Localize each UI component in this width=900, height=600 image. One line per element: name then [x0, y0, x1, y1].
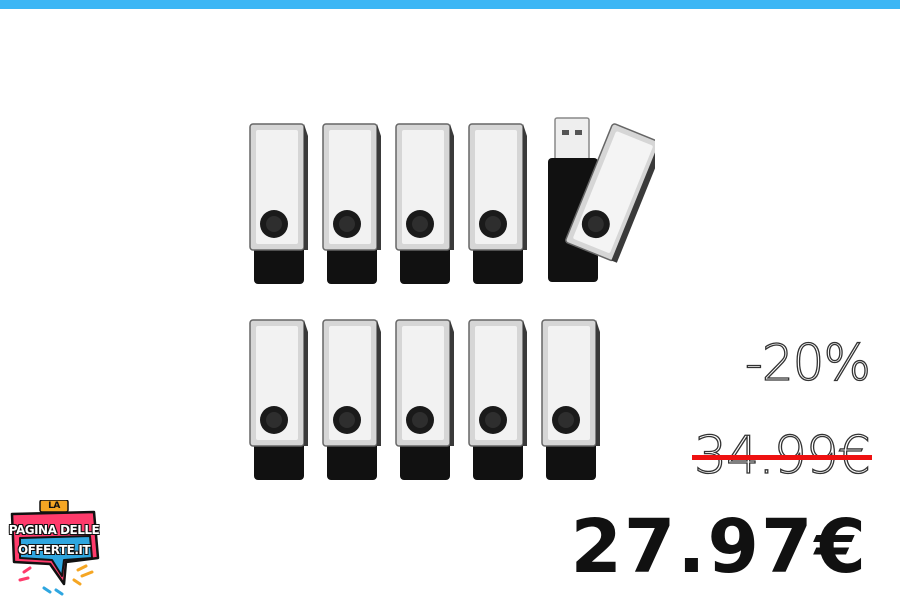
logo-top-text: LA	[48, 501, 60, 511]
product-image	[240, 110, 660, 490]
usb-drive-icon	[321, 314, 383, 480]
usb-drive-icon	[248, 314, 310, 480]
new-price: 27.97€	[570, 504, 868, 590]
logo-line1: PAGINA DELLE	[8, 523, 100, 537]
usb-drive-icon	[248, 118, 310, 284]
usb-drive-icon	[321, 118, 383, 284]
usb-drive-icon	[394, 314, 456, 480]
usb-drive-icon	[540, 314, 602, 480]
discount-badge: -20%	[744, 334, 871, 392]
usb-drive-icon	[467, 118, 529, 284]
logo-line2: OFFERTE.IT	[17, 543, 91, 557]
top-accent-bar	[0, 0, 900, 9]
old-price-container: 34.99€	[692, 429, 872, 488]
site-logo[interactable]: LA PAGINA DELLE OFFERTE.IT	[6, 499, 102, 596]
usb-drive-open-icon	[540, 110, 655, 285]
speech-bubble-logo-icon	[10, 499, 100, 596]
usb-drive-icon	[467, 314, 529, 480]
strikethrough-line	[692, 455, 872, 460]
usb-drive-icon	[394, 118, 456, 284]
